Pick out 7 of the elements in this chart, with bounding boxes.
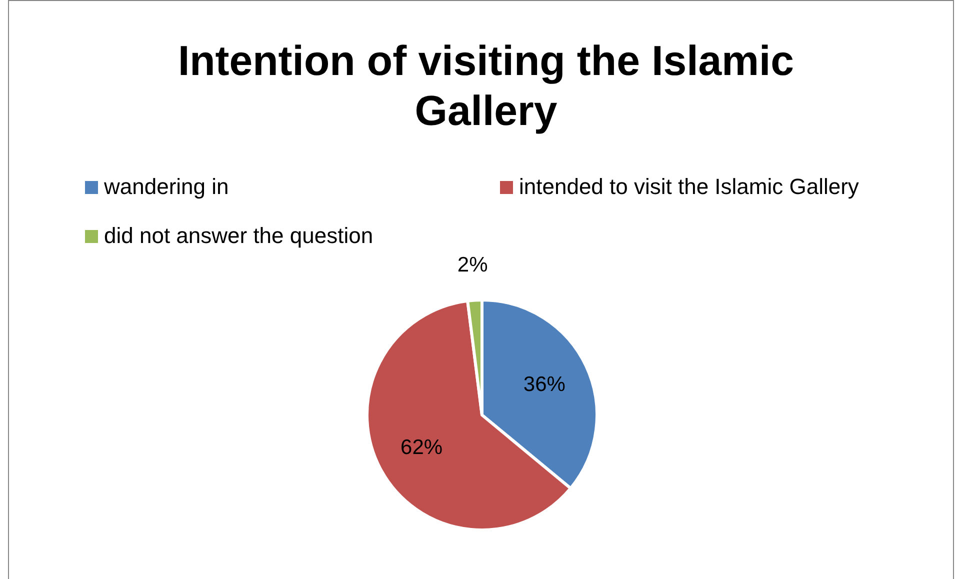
- data-label: 62%: [400, 436, 443, 459]
- data-label: 2%: [457, 253, 488, 276]
- legend-label: did not answer the question: [104, 222, 374, 248]
- legend-label: wandering in: [103, 174, 229, 199]
- chart-title: Intention of visiting the Islamic Gallery: [178, 37, 794, 134]
- data-label: 36%: [523, 373, 566, 396]
- legend-label: intended to visit the Islamic Gallery: [519, 174, 859, 199]
